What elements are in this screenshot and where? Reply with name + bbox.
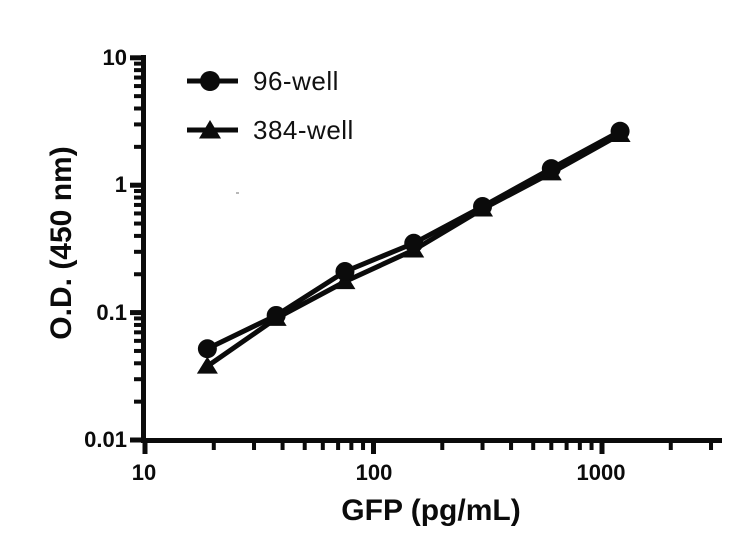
y-minor-tick bbox=[134, 330, 141, 335]
y-major-tick bbox=[130, 182, 141, 188]
y-axis-spine bbox=[141, 55, 146, 443]
y-minor-tick bbox=[134, 84, 141, 89]
data-point-96-well bbox=[610, 121, 630, 141]
x-minor-tick bbox=[564, 443, 569, 450]
y-axis-title: O.D. (450 nm) bbox=[45, 146, 78, 340]
y-minor-tick bbox=[134, 348, 141, 353]
data-point-96-well bbox=[266, 305, 286, 325]
y-tick-label-10: 10 bbox=[102, 45, 127, 70]
y-minor-tick bbox=[134, 272, 141, 277]
x-minor-tick bbox=[280, 443, 285, 450]
y-minor-tick bbox=[134, 249, 141, 254]
x-axis-title: GFP (pg/mL) bbox=[341, 494, 521, 527]
speck bbox=[236, 192, 239, 194]
x-minor-tick bbox=[320, 443, 325, 450]
x-minor-tick bbox=[531, 443, 536, 450]
legend-label-96-well: 96-well bbox=[253, 66, 339, 96]
y-tick-label-0-1: 0.1 bbox=[96, 300, 127, 325]
x-minor-tick bbox=[440, 443, 445, 450]
triangle-marker-icon bbox=[187, 120, 238, 139]
x-minor-tick bbox=[709, 443, 714, 450]
y-major-tick bbox=[130, 310, 141, 316]
y-minor-tick bbox=[134, 322, 141, 327]
x-minor-tick bbox=[589, 443, 594, 450]
x-major-tick bbox=[371, 443, 376, 454]
y-minor-tick bbox=[134, 316, 141, 321]
x-minor-tick bbox=[509, 443, 514, 450]
y-minor-tick bbox=[134, 68, 141, 73]
y-minor-tick bbox=[134, 94, 141, 99]
data-point-96-well bbox=[473, 197, 493, 217]
x-minor-tick bbox=[336, 443, 341, 450]
legend-item-96-well: 96-well bbox=[187, 68, 339, 94]
legend-label-384-well: 384-well bbox=[253, 115, 354, 145]
data-point-96-well bbox=[335, 262, 355, 282]
x-minor-tick bbox=[668, 443, 673, 450]
data-point-96-well bbox=[404, 233, 424, 253]
x-minor-tick bbox=[480, 443, 485, 450]
y-minor-tick bbox=[134, 195, 141, 200]
y-tick-label-1: 1 bbox=[114, 172, 127, 197]
x-minor-tick bbox=[549, 443, 554, 450]
x-minor-tick bbox=[349, 443, 354, 450]
data-point-96-well bbox=[197, 339, 217, 359]
y-minor-tick bbox=[134, 202, 141, 207]
y-minor-tick bbox=[134, 122, 141, 127]
x-axis-spine bbox=[141, 438, 722, 443]
y-tick-label-0-01: 0.01 bbox=[84, 427, 127, 452]
y-minor-tick bbox=[134, 61, 141, 66]
x-tick-label-1000: 1000 bbox=[576, 460, 626, 485]
y-minor-tick bbox=[134, 361, 141, 366]
x-tick-label-10: 10 bbox=[131, 460, 157, 485]
y-minor-tick bbox=[134, 221, 141, 226]
x-tick-label-100: 100 bbox=[355, 460, 393, 485]
data-point-96-well bbox=[541, 159, 561, 179]
data-point-384-well bbox=[196, 356, 218, 374]
y-major-tick bbox=[130, 55, 141, 61]
x-minor-tick bbox=[361, 443, 366, 450]
circle-marker-icon bbox=[187, 71, 238, 91]
y-minor-tick bbox=[134, 399, 141, 404]
y-minor-tick bbox=[134, 233, 141, 238]
y-minor-tick bbox=[134, 189, 141, 194]
y-minor-tick bbox=[134, 377, 141, 382]
x-major-tick bbox=[599, 443, 605, 454]
y-minor-tick bbox=[134, 211, 141, 216]
y-minor-tick bbox=[134, 106, 141, 111]
x-minor-tick bbox=[211, 443, 216, 450]
x-minor-tick bbox=[577, 443, 582, 450]
y-major-tick bbox=[130, 437, 141, 443]
y-minor-tick bbox=[134, 338, 141, 343]
y-minor-tick bbox=[134, 144, 141, 149]
y-minor-tick bbox=[134, 75, 141, 80]
x-major-tick bbox=[142, 443, 148, 454]
x-minor-tick bbox=[302, 443, 307, 450]
legend-item-384-well: 384-well bbox=[187, 117, 354, 143]
x-minor-tick bbox=[252, 443, 257, 450]
